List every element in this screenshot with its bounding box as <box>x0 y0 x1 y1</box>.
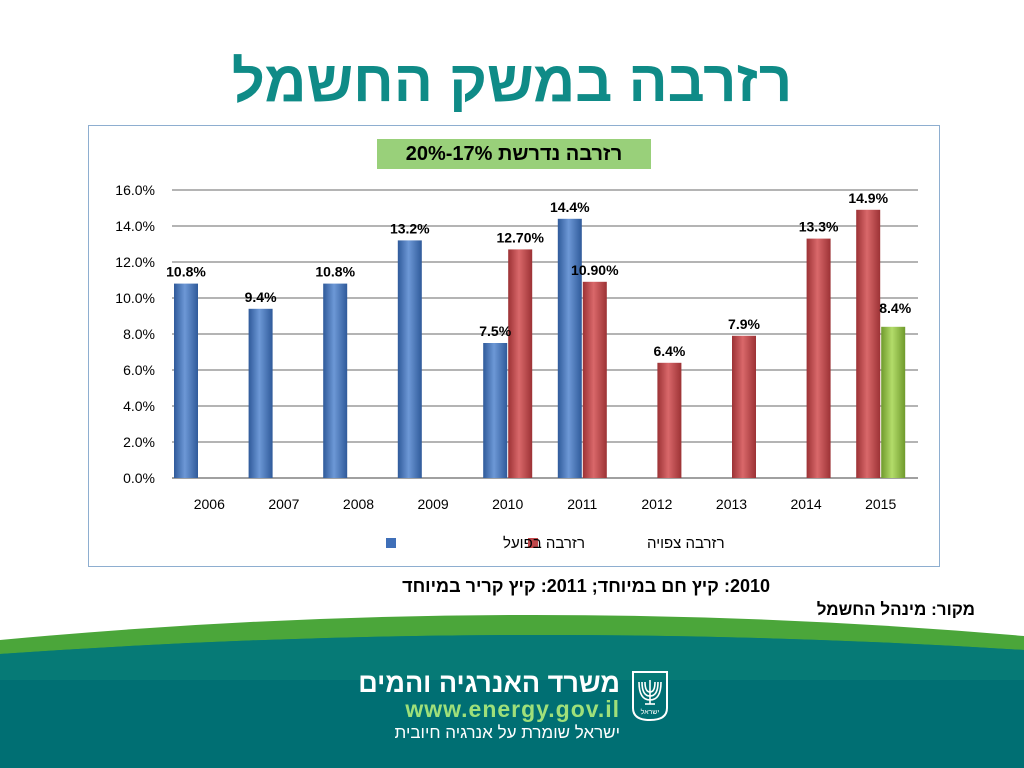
emblem-text: ישראל <box>641 708 660 716</box>
data-label: 7.5% <box>479 323 511 339</box>
grid-lines <box>172 189 918 479</box>
x-tick-label: 2012 <box>641 496 672 512</box>
y-tick-label: 4.0% <box>123 398 155 414</box>
data-label: 13.2% <box>390 220 430 236</box>
y-axis-ticks: 0.0% 2.0% 4.0% 6.0% 8.0% 10.0% 12.0% 14.0% 16.0% <box>115 182 155 486</box>
legend-swatch-actual <box>386 538 396 548</box>
ministry-name: משרד האנרגיה והמים <box>358 668 620 698</box>
bar-actual <box>248 308 273 478</box>
y-tick-label: 8.0% <box>123 326 155 342</box>
x-tick-label: 2011 <box>567 496 597 512</box>
bar-forecast <box>582 281 607 478</box>
legend: רזרבה צפויה רזרבה בפועל <box>386 535 725 552</box>
legend-swatch-forecast <box>528 538 538 548</box>
bars <box>174 209 906 479</box>
x-tick-label: 2008 <box>343 496 374 512</box>
bar-highlight <box>881 326 906 478</box>
bar-actual <box>397 240 422 478</box>
x-tick-label: 2009 <box>418 496 449 512</box>
bar-forecast <box>508 249 533 478</box>
data-label: 14.4% <box>550 199 590 215</box>
data-label: 10.8% <box>166 264 206 280</box>
bar-forecast <box>806 238 831 478</box>
bar-forecast <box>732 335 756 478</box>
x-tick-label: 2007 <box>268 496 299 512</box>
data-label: 10.8% <box>315 264 355 280</box>
bar-forecast <box>657 362 682 478</box>
y-tick-label: 2.0% <box>123 434 155 450</box>
x-tick-label: 2006 <box>194 496 225 512</box>
data-label: 6.4% <box>653 343 685 359</box>
data-label: 13.3% <box>799 219 839 235</box>
bar-actual <box>483 343 508 478</box>
x-tick-label: 2013 <box>716 496 747 512</box>
footnote: 2010: קיץ חם במיוחד; 2011: קיץ קריר במיו… <box>402 576 770 596</box>
data-label: 10.90% <box>571 262 619 278</box>
ministry-website: www.energy.gov.il <box>405 696 620 722</box>
y-tick-label: 12.0% <box>115 254 155 270</box>
data-label: 14.9% <box>848 190 888 206</box>
bar-forecast <box>856 209 881 479</box>
y-tick-label: 10.0% <box>115 290 155 306</box>
footer-background <box>0 614 1024 768</box>
data-label: 8.4% <box>879 300 911 316</box>
slide-title: רזרבה במשק החשמל <box>231 49 793 114</box>
legend-label-actual: רזרבה בפועל <box>503 535 585 552</box>
data-label: 12.70% <box>496 229 544 245</box>
source-note: מקור: מינהל החשמל <box>816 600 975 619</box>
x-tick-label: 2010 <box>492 496 523 512</box>
state-emblem-icon: ישראל <box>632 671 668 722</box>
y-tick-label: 16.0% <box>115 182 155 198</box>
y-tick-label: 6.0% <box>123 362 155 378</box>
ministry-tagline: ישראל שומרת על אנרגיה חיובית <box>394 723 620 742</box>
data-label: 7.9% <box>728 316 760 332</box>
bar-actual <box>323 283 348 478</box>
legend-label-forecast: רזרבה צפויה <box>647 535 725 552</box>
x-tick-label: 2014 <box>791 496 822 512</box>
required-reserve-label: רזרבה נדרשת 17%-20% <box>377 139 651 169</box>
chart: 0.0% 2.0% 4.0% 6.0% 8.0% 10.0% 12.0% 14.0% 16.0%… <box>115 182 918 552</box>
data-label: 9.4% <box>245 289 277 305</box>
bar-actual <box>174 283 198 478</box>
y-tick-label: 0.0% <box>123 470 155 486</box>
x-tick-label: 2015 <box>865 496 896 512</box>
bar-actual <box>557 218 582 479</box>
y-tick-label: 14.0% <box>115 218 155 234</box>
x-axis-ticks: 2006 2007 2008 2009 2010 2011 2012 2013 2014 2015 <box>194 496 897 512</box>
data-labels: 10.8% 9.4% 10.8% 13.2% 7.5% 12.70% 14.4% 10.90%… <box>166 190 912 359</box>
